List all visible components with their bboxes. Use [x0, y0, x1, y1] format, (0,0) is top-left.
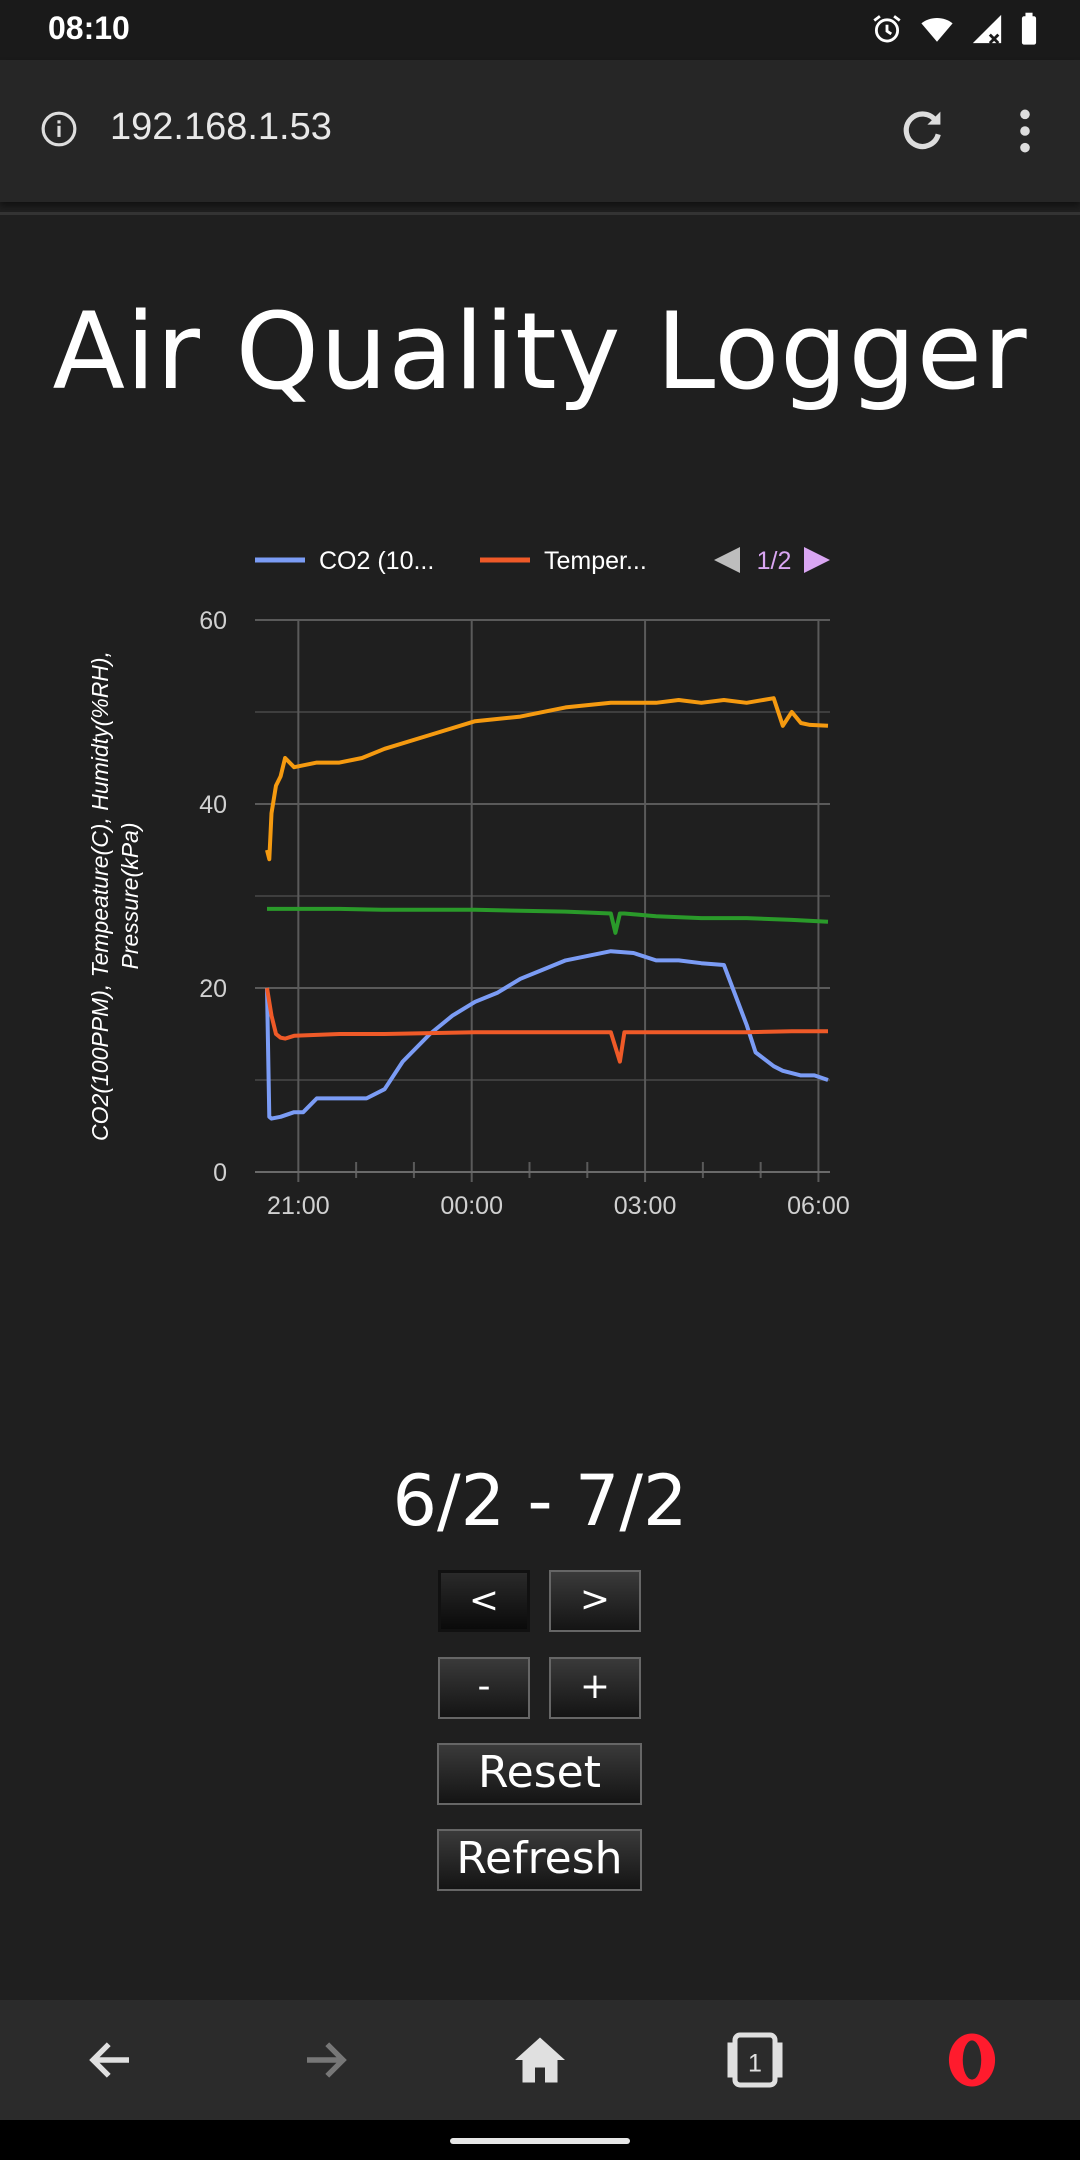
page-title: Air Quality Logger — [52, 290, 1028, 413]
series-line-1 — [267, 906, 829, 935]
alarm-icon — [873, 15, 901, 43]
zoom-in-button[interactable]: + — [549, 1657, 641, 1719]
opera-logo-icon[interactable] — [944, 2030, 1000, 2090]
wifi-icon — [921, 18, 953, 42]
reload-icon[interactable] — [896, 104, 948, 156]
legend-next-icon[interactable] — [804, 547, 830, 573]
y-tick-label: 40 — [199, 791, 227, 819]
series-line-2 — [265, 949, 829, 1121]
y-tick-label: 20 — [199, 975, 227, 1003]
zoom-out-button[interactable]: - — [438, 1657, 530, 1719]
air-quality-chart: 0 20 40 60 21:00 00:00 03:00 06:00 CO2(100PPM), … — [87, 547, 850, 1220]
date-range: 6/2 - 7/2 — [392, 1460, 688, 1542]
info-icon[interactable] — [40, 110, 78, 148]
forward-arrow-icon[interactable] — [298, 2030, 352, 2090]
y-axis-label: CO2(100PPM), Tempeature(C), Humidty(%RH)… — [87, 651, 113, 1141]
back-arrow-icon[interactable] — [84, 2030, 138, 2090]
browser-nav-bar: 1 — [0, 2000, 1080, 2120]
y-axis-label: Pressure(kPa) — [117, 823, 143, 970]
battery-icon — [1021, 12, 1037, 45]
menu-icon[interactable] — [1010, 106, 1040, 156]
legend-pager: 1/2 — [757, 547, 792, 575]
status-time: 08:10 — [48, 10, 130, 46]
legend-label: CO2 (10... — [319, 547, 434, 575]
x-tick-label: 03:00 — [614, 1192, 677, 1220]
series-line-3 — [265, 987, 828, 1064]
home-icon[interactable] — [510, 2030, 570, 2090]
chart-container: 0 20 40 60 21:00 00:00 03:00 06:00 CO2(100PPM), … — [80, 520, 860, 1240]
refresh-button[interactable]: Refresh — [437, 1829, 642, 1891]
page-divider — [0, 212, 1080, 215]
prev-button[interactable]: < — [438, 1570, 530, 1632]
x-tick-label: 06:00 — [787, 1192, 850, 1220]
svg-text:1: 1 — [748, 2049, 762, 2077]
home-gesture-pill[interactable] — [450, 2138, 630, 2144]
browser-address-bar: 192.168.1.53 — [0, 60, 1080, 202]
url-text[interactable]: 192.168.1.53 — [110, 106, 332, 148]
signal-icon — [972, 14, 1002, 45]
y-tick-label: 0 — [213, 1159, 227, 1187]
status-icons — [870, 12, 1040, 46]
gesture-bar — [0, 2120, 1080, 2160]
status-bar: 08:10 — [0, 0, 1080, 60]
tabs-icon[interactable]: 1 — [722, 2030, 788, 2090]
legend-label: Temper... — [544, 547, 647, 575]
y-tick-label: 60 — [199, 607, 227, 635]
x-tick-label: 21:00 — [267, 1192, 330, 1220]
next-button[interactable]: > — [549, 1570, 641, 1632]
series-line-0 — [265, 696, 829, 862]
x-tick-label: 00:00 — [440, 1192, 503, 1220]
legend-prev-icon[interactable] — [714, 547, 740, 573]
reset-button[interactable]: Reset — [437, 1743, 642, 1805]
